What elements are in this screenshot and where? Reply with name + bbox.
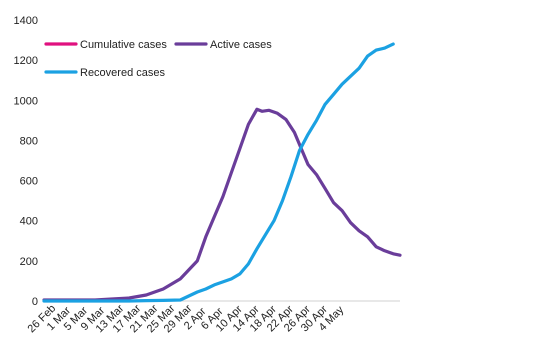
y-tick-label: 0: [32, 296, 38, 308]
y-tick-label: 800: [20, 135, 38, 147]
legend: Cumulative cases Active cases Recovered ca…: [44, 39, 272, 79]
y-tick-label: 600: [20, 176, 38, 188]
y-tick-label: 400: [20, 216, 38, 228]
y-tick-label: 1000: [14, 95, 38, 107]
legend-label-1: Active cases: [210, 39, 272, 51]
y-tick-label: 200: [20, 256, 38, 268]
series-line-1: [42, 107, 402, 302]
series-lines: [42, 42, 402, 303]
series-line-2: [42, 42, 395, 303]
y-tick-label: 1200: [14, 55, 38, 67]
legend-label-0: Cumulative cases: [80, 39, 167, 51]
legend-label-2: Recovered cases: [80, 67, 165, 79]
y-tick-label: 1400: [14, 15, 38, 27]
y-axis-ticks: 0 200 400 600 800 1000 1200 1400: [14, 15, 38, 308]
